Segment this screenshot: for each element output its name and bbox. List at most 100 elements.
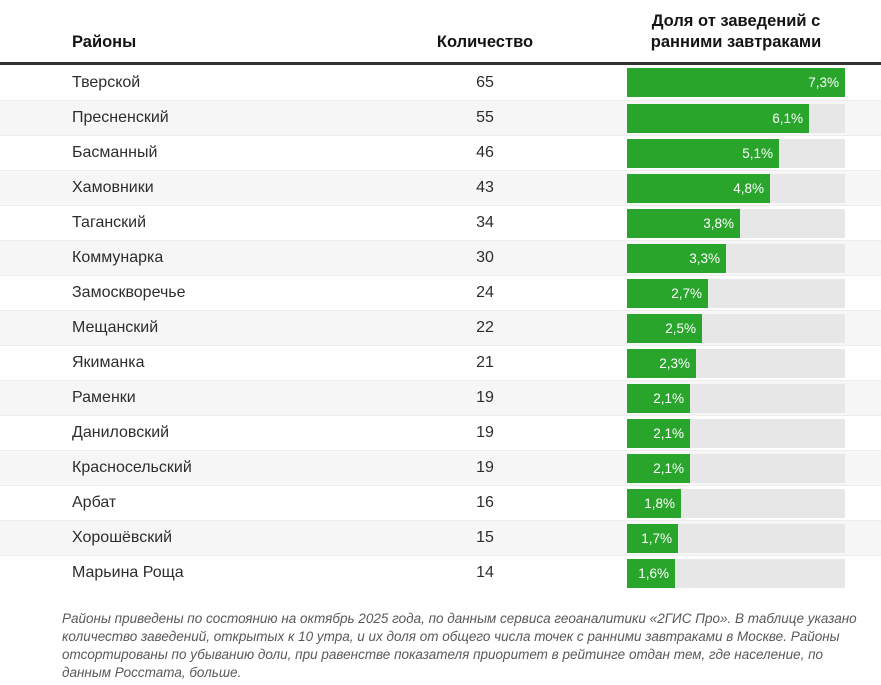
bar-fill: 2,1% [627, 418, 690, 448]
share-percent-label: 2,5% [665, 320, 696, 336]
share-percent-label: 1,7% [641, 530, 672, 546]
venue-count: 19 [476, 459, 494, 477]
bar-fill: 2,1% [627, 453, 690, 483]
table-row: Тверской 65 7,3% [0, 65, 881, 101]
table-row: Даниловский 19 2,1% [0, 415, 881, 451]
share-bar-cell: 2,1% [627, 383, 865, 413]
bar-track: 6,1% [627, 103, 845, 133]
bar-fill: 6,1% [627, 103, 809, 133]
share-bar-cell: 5,1% [627, 138, 865, 168]
district-name: Марьина Роща [72, 564, 184, 582]
table-row: Коммунарка 30 3,3% [0, 240, 881, 276]
share-percent-label: 7,3% [808, 75, 839, 91]
table-row: Хамовники 43 4,8% [0, 170, 881, 206]
venue-count: 22 [476, 319, 494, 337]
bar-fill: 2,7% [627, 278, 708, 308]
venue-count: 55 [476, 109, 494, 127]
bar-track: 7,3% [627, 68, 845, 98]
venue-count: 30 [476, 249, 494, 267]
share-bar-cell: 2,5% [627, 313, 865, 343]
venue-count: 43 [476, 179, 494, 197]
bar-track: 5,1% [627, 138, 845, 168]
share-percent-label: 5,1% [742, 145, 773, 161]
bar-track: 1,8% [627, 488, 845, 518]
venue-count: 16 [476, 494, 494, 512]
share-percent-label: 3,3% [689, 250, 720, 266]
bar-track: 1,6% [627, 558, 845, 588]
district-name: Даниловский [72, 424, 170, 442]
footnote: Районы приведены по состоянию на октябрь… [62, 611, 857, 681]
table-row: Пресненский 55 6,1% [0, 100, 881, 136]
district-name: Раменки [72, 389, 136, 407]
venue-count: 21 [476, 354, 494, 372]
share-percent-label: 2,7% [671, 285, 702, 301]
bar-track: 4,8% [627, 173, 845, 203]
district-name: Красносельский [72, 459, 192, 477]
bar-fill: 3,8% [627, 208, 740, 238]
venue-count: 19 [476, 424, 494, 442]
column-header-districts: Районы [72, 33, 137, 52]
share-bar-cell: 1,8% [627, 488, 865, 518]
table-body: Тверской 65 7,3% Пресненский 55 6,1% Басманный… [0, 65, 881, 591]
share-percent-label: 6,1% [772, 110, 803, 126]
bar-track: 2,1% [627, 383, 845, 413]
bar-fill: 2,3% [627, 348, 696, 378]
table-row: Якиманка 21 2,3% [0, 345, 881, 381]
district-name: Пресненский [72, 109, 169, 127]
bar-fill: 3,3% [627, 243, 726, 273]
share-percent-label: 1,6% [638, 565, 669, 581]
share-percent-label: 2,1% [653, 460, 684, 476]
venue-count: 19 [476, 389, 494, 407]
venue-count: 15 [476, 529, 494, 547]
share-bar-cell: 1,6% [627, 558, 865, 588]
bar-track: 2,7% [627, 278, 845, 308]
district-name: Таганский [72, 214, 147, 232]
share-bar-cell: 2,7% [627, 278, 865, 308]
district-name: Замоскворечье [72, 284, 186, 302]
district-name: Басманный [72, 144, 158, 162]
share-bar-cell: 4,8% [627, 173, 865, 203]
venue-count: 34 [476, 214, 494, 232]
table-row: Арбат 16 1,8% [0, 485, 881, 521]
table-row: Красносельский 19 2,1% [0, 450, 881, 486]
table-header: Районы Количество Доля от заведений с ра… [0, 0, 881, 66]
table-row: Хорошёвский 15 1,7% [0, 520, 881, 556]
bar-track: 2,1% [627, 453, 845, 483]
bar-fill: 7,3% [627, 68, 845, 98]
venue-count: 46 [476, 144, 494, 162]
table-row: Замоскворечье 24 2,7% [0, 275, 881, 311]
venue-count: 65 [476, 73, 494, 91]
bar-fill: 5,1% [627, 138, 779, 168]
bar-fill: 1,7% [627, 523, 678, 553]
share-percent-label: 1,8% [644, 495, 675, 511]
share-bar-cell: 2,1% [627, 453, 865, 483]
share-bar-cell: 3,8% [627, 208, 865, 238]
share-percent-label: 2,3% [659, 355, 690, 371]
venue-count: 24 [476, 284, 494, 302]
bar-fill: 1,6% [627, 558, 675, 588]
table-row: Мещанский 22 2,5% [0, 310, 881, 346]
bar-fill: 1,8% [627, 488, 681, 518]
column-header-count: Количество [436, 33, 534, 52]
district-name: Хамовники [72, 179, 154, 197]
bar-fill: 4,8% [627, 173, 770, 203]
column-header-share: Доля от заведений с ранними завтраками [650, 12, 822, 52]
district-name: Хорошёвский [72, 529, 173, 547]
share-bar-cell: 2,3% [627, 348, 865, 378]
district-name: Арбат [72, 494, 117, 512]
share-percent-label: 2,1% [653, 390, 684, 406]
share-bar-cell: 3,3% [627, 243, 865, 273]
district-name: Тверской [72, 73, 141, 91]
share-percent-label: 4,8% [733, 180, 764, 196]
district-name: Якиманка [72, 354, 145, 372]
district-name: Мещанский [72, 319, 159, 337]
bar-track: 2,5% [627, 313, 845, 343]
share-percent-label: 3,8% [703, 215, 734, 231]
bar-fill: 2,5% [627, 313, 702, 343]
share-bar-cell: 6,1% [627, 103, 865, 133]
bar-track: 1,7% [627, 523, 845, 553]
share-percent-label: 2,1% [653, 425, 684, 441]
bar-track: 2,1% [627, 418, 845, 448]
table-row: Марьина Роща 14 1,6% [0, 555, 881, 591]
